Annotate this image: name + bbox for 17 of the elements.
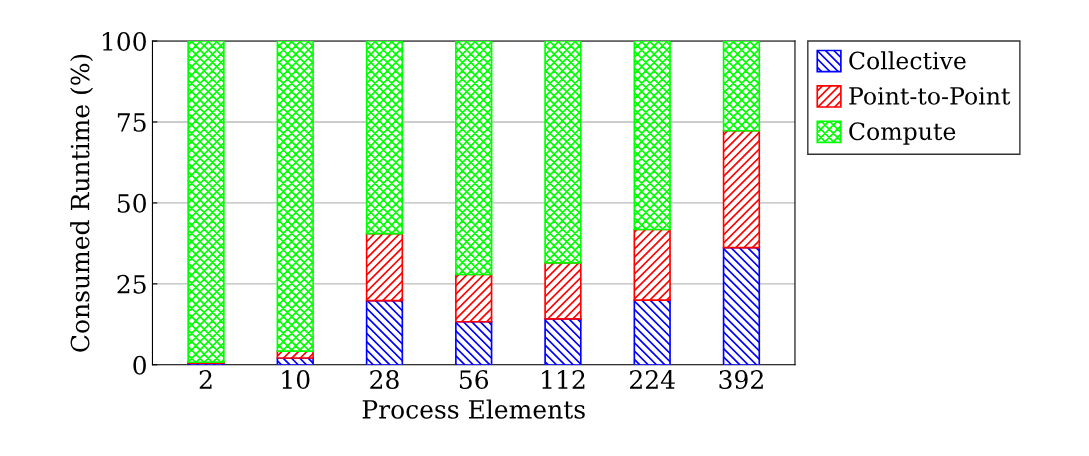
y-tick-label: 0	[133, 355, 146, 375]
x-tick-label: 10	[282, 370, 310, 390]
legend-label: Collective	[849, 51, 966, 70]
x-axis-title: Process Elements	[362, 399, 585, 419]
y-tick-label: 50	[117, 193, 146, 213]
x-tick-label: 224	[630, 370, 675, 389]
x-tick-label: 56	[459, 370, 489, 390]
y-axis-title: Consumed Runtime (%)	[70, 54, 94, 352]
x-tick-label: 392	[719, 370, 763, 390]
x-tick-label: 28	[370, 370, 399, 390]
legend-label: Point-to-Point	[849, 87, 1011, 105]
y-tick-label: 25	[117, 274, 146, 294]
y-tick-label: 75	[117, 113, 146, 132]
y-tick-label: 100	[102, 31, 146, 51]
x-tick-label: 2	[199, 370, 212, 389]
legend-label: Compute	[849, 122, 956, 145]
x-tick-label: 112	[542, 370, 585, 389]
